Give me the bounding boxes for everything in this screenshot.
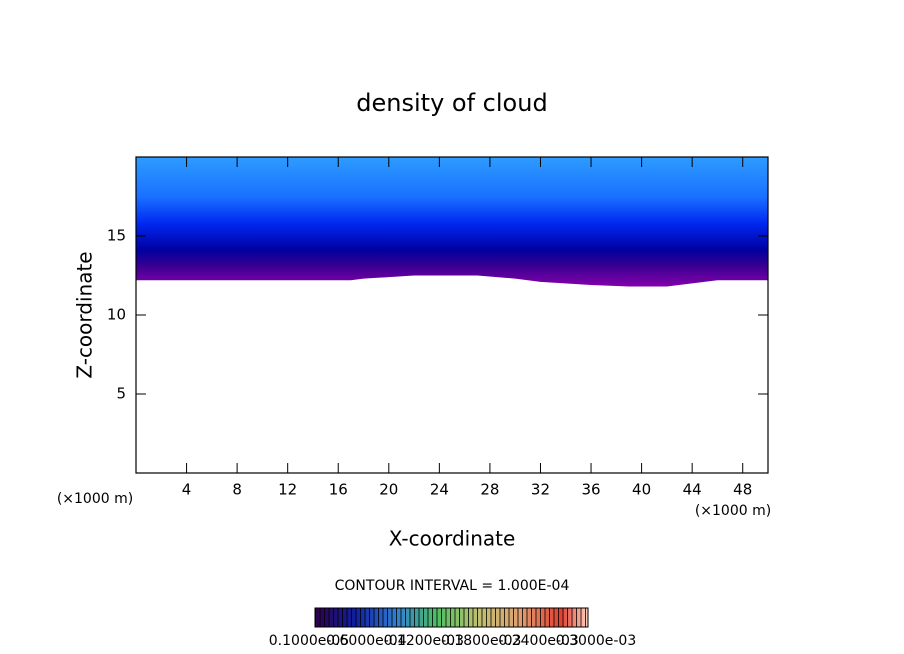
y-tick-label: 15 [107, 227, 126, 245]
x-unit-label: (×1000 m) [57, 491, 133, 507]
colorbar-frame [314, 607, 589, 628]
x-tick-label: 48 [733, 481, 752, 499]
x-tick-label: 40 [632, 481, 651, 499]
colorbar-label: 0.2400e-03 [498, 633, 578, 649]
colorbar-label: 0.6000e-04 [326, 633, 407, 649]
x-tick-label: 24 [430, 481, 449, 499]
colorbar-label: 0.1000e-05 [269, 633, 349, 649]
x-tick-label: 8 [232, 481, 242, 499]
x-unit-label: (×1000 m) [695, 503, 771, 519]
contour-interval: CONTOUR INTERVAL = 1.000E-04 [335, 578, 570, 594]
y-axis-title: Z-coordinate [73, 251, 97, 378]
colorbar-label: 0.1200e-03 [384, 633, 464, 649]
chart-title: density of cloud [356, 89, 547, 117]
x-tick-label: 20 [379, 481, 398, 499]
colorbar-label: 0.1800e-03 [441, 633, 521, 649]
y-tick-label: 5 [116, 385, 126, 403]
x-tick-label: 12 [278, 481, 297, 499]
x-tick-label: 36 [581, 481, 600, 499]
plot-area [136, 157, 768, 287]
x-tick-label: 4 [182, 481, 192, 499]
y-tick-label: 10 [107, 306, 126, 324]
x-axis-title: X-coordinate [389, 527, 516, 551]
x-tick-label: 32 [531, 481, 550, 499]
x-tick-label: 28 [480, 481, 499, 499]
x-tick-label: 44 [683, 481, 702, 499]
colorbar-label: 0.3000e-03 [556, 633, 636, 649]
cloud-field [136, 157, 768, 287]
x-tick-label: 16 [329, 481, 348, 499]
